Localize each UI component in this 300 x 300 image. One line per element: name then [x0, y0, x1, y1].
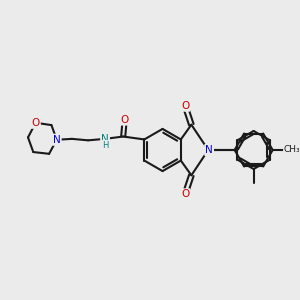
Text: O: O: [121, 115, 129, 124]
Text: N: N: [205, 145, 213, 155]
Text: O: O: [32, 118, 40, 128]
Text: N: N: [101, 134, 109, 144]
Text: CH₃: CH₃: [284, 146, 300, 154]
Text: O: O: [181, 101, 189, 111]
Text: N: N: [53, 135, 61, 145]
Text: H: H: [102, 141, 108, 150]
Text: O: O: [181, 189, 189, 199]
